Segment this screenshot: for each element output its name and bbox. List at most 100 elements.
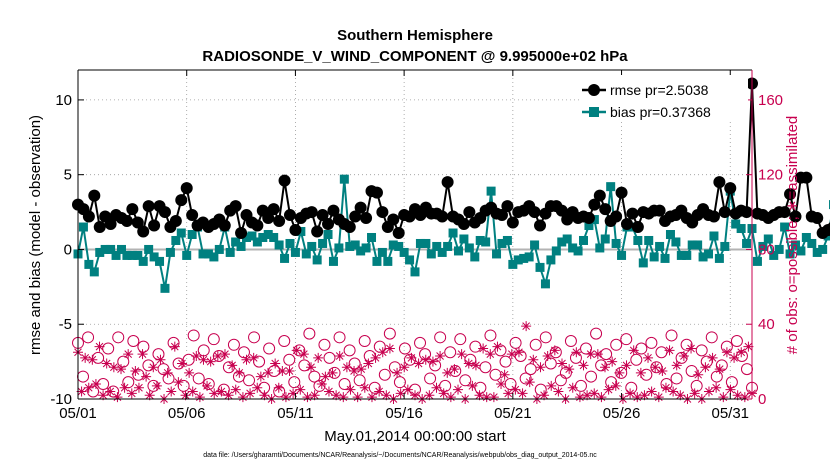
footer-data-file: data file: /Users/gharamti/Documents/NCA…	[203, 452, 597, 459]
bias-marker	[318, 238, 328, 248]
y2-tick-label: 160	[758, 92, 783, 109]
rmse-marker	[555, 204, 568, 217]
assimilated-obs-marker	[90, 379, 101, 390]
x-axis-label: May.01,2014 00:00:00 start	[324, 428, 506, 445]
assimilated-obs-marker	[316, 379, 327, 390]
possible-obs-marker	[343, 344, 356, 357]
bias-marker	[437, 247, 447, 257]
assimilated-obs-marker	[331, 390, 342, 401]
bias-marker	[551, 246, 561, 256]
assimilated-obs-marker	[438, 388, 449, 399]
possible-obs-marker	[318, 338, 331, 351]
assimilated-obs-marker	[237, 392, 248, 403]
rmse-marker	[360, 212, 373, 225]
possible-obs-marker	[308, 370, 321, 383]
possible-obs-marker	[288, 376, 301, 389]
assimilated-obs-marker	[478, 343, 489, 354]
bias-marker	[307, 241, 317, 251]
assimilated-obs-marker	[176, 358, 187, 369]
assimilated-obs-marker	[556, 358, 567, 369]
assimilated-obs-marker	[496, 379, 507, 390]
assimilated-obs-marker	[689, 388, 700, 399]
assimilated-obs-marker	[248, 352, 259, 363]
assimilated-obs-marker	[98, 390, 109, 401]
bias-marker	[807, 238, 817, 248]
bias-marker	[611, 238, 621, 248]
assimilated-obs-marker	[431, 382, 442, 393]
bias-marker	[698, 252, 708, 262]
bias-marker	[171, 235, 181, 245]
assimilated-obs-marker	[194, 392, 205, 403]
possible-obs-marker	[660, 378, 673, 391]
assimilated-obs-marker	[513, 347, 524, 358]
rmse-marker	[180, 182, 193, 195]
assimilated-obs-marker	[320, 371, 331, 382]
assimilated-obs-marker	[607, 356, 618, 367]
x-tick-label: 05/11	[277, 405, 313, 422]
bias-marker	[579, 235, 588, 245]
legend-bias-label: bias pr=0.37368	[610, 104, 711, 120]
assimilated-obs-marker	[524, 377, 535, 388]
x-tick-label: 05/21	[494, 405, 532, 422]
bias-marker	[731, 219, 741, 229]
assimilated-obs-marker	[632, 392, 643, 403]
bias-marker	[399, 247, 409, 257]
assimilated-obs-marker	[635, 367, 646, 378]
bias-marker	[377, 247, 387, 257]
rmse-marker	[349, 210, 362, 223]
assimilated-obs-marker	[542, 351, 553, 362]
assimilated-obs-marker	[517, 388, 528, 399]
assimilated-obs-marker	[352, 392, 363, 403]
assimilated-obs-marker	[600, 362, 611, 373]
rmse-marker	[267, 203, 280, 216]
assimilated-obs-marker	[209, 388, 220, 399]
assimilated-obs-marker	[725, 384, 736, 395]
bias-marker	[89, 267, 99, 277]
possible-obs-marker	[243, 374, 256, 387]
assimilated-obs-marker	[553, 386, 564, 397]
chart-title: Southern Hemisphere	[337, 27, 493, 44]
possible-obs-marker	[675, 351, 688, 364]
assimilated-obs-marker	[180, 390, 191, 401]
rmse-marker	[528, 206, 541, 219]
bias-marker	[557, 237, 567, 247]
legend: rmse pr=2.5038 bias pr=0.37368	[580, 75, 748, 122]
possible-obs-marker	[539, 331, 552, 344]
assimilated-obs-marker	[578, 360, 589, 371]
assimilated-obs-marker	[223, 390, 234, 401]
possible-obs-marker	[323, 351, 336, 364]
bias-marker	[453, 246, 463, 256]
possible-obs-marker	[398, 342, 411, 355]
bias-marker	[693, 240, 703, 250]
assimilated-obs-marker	[614, 367, 625, 378]
possible-obs-marker	[424, 372, 437, 385]
bias-marker	[546, 255, 556, 265]
assimilated-obs-marker	[660, 382, 671, 393]
rmse-marker	[506, 216, 519, 229]
assimilated-obs-marker	[133, 382, 144, 393]
rmse-marker	[387, 213, 400, 226]
possible-obs-marker	[564, 335, 577, 348]
assimilated-obs-marker	[184, 367, 195, 378]
bias-marker	[187, 230, 197, 239]
bias-marker	[562, 234, 572, 244]
assimilated-obs-marker	[130, 365, 141, 376]
bias-marker	[801, 232, 811, 242]
bias-marker	[687, 240, 697, 250]
bias-marker	[464, 243, 474, 253]
rmse-marker	[88, 189, 101, 202]
possible-obs-marker	[187, 329, 200, 342]
bias-marker	[209, 252, 219, 262]
bias-marker	[704, 249, 714, 259]
assimilated-obs-marker	[628, 345, 639, 356]
assimilated-obs-marker	[596, 392, 607, 403]
assimilated-obs-marker	[402, 384, 413, 395]
rmse-marker	[376, 206, 389, 219]
bias-marker	[367, 232, 377, 242]
possible-obs-marker	[645, 336, 658, 349]
possible-obs-marker	[499, 355, 512, 368]
possible-obs-marker	[459, 374, 472, 387]
possible-obs-marker	[529, 338, 542, 351]
bias-marker	[149, 252, 159, 262]
possible-obs-marker	[263, 342, 276, 355]
